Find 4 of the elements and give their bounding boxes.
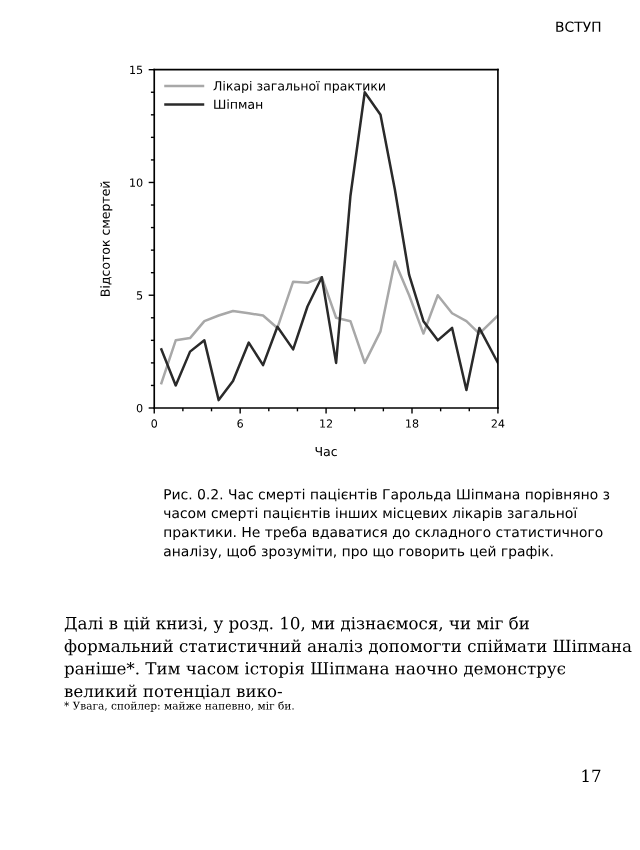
text: 17 <box>582 769 601 782</box>
line-series <box>160 91 498 402</box>
line-series <box>160 260 498 385</box>
text: Далі в цій книзі, у розд. 10, ми дізнаємося, чи міг би формальний статистичний аналіз допомогти спіймати Шіпмана раніше*. Тим часом історія Шіпмана наочно демонструє великий потенціал вико- <box>64 616 632 700</box>
